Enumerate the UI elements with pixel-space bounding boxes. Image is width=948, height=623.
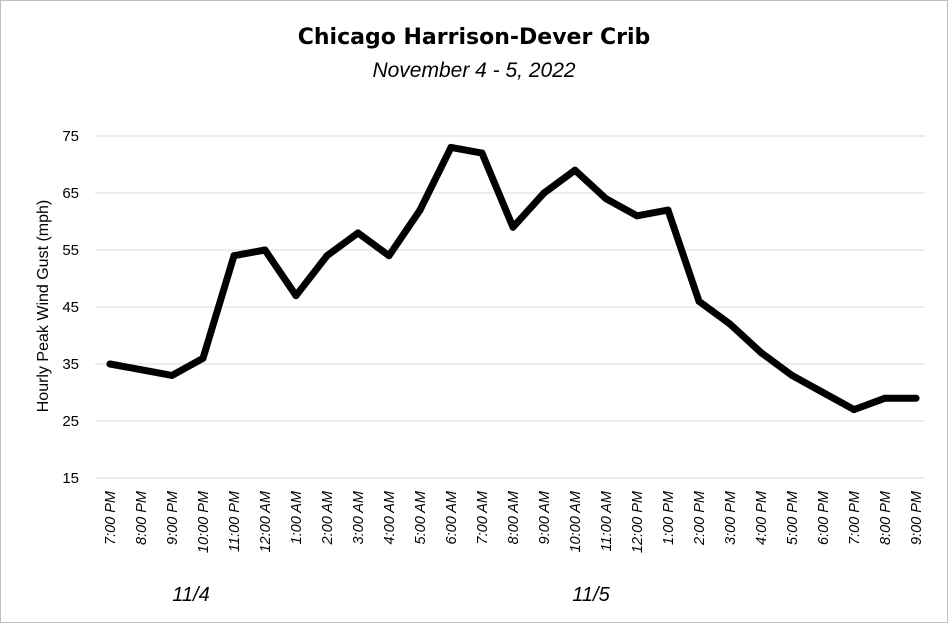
data-point	[540, 189, 548, 197]
x-tick-label: 5:00 PM	[785, 490, 801, 545]
data-point	[695, 297, 703, 305]
x-tick-label: 9:00 PM	[165, 490, 181, 545]
y-tick-label: 45	[62, 299, 79, 316]
data-point	[602, 195, 610, 203]
data-point	[416, 206, 424, 214]
y-tick-label: 25	[62, 413, 79, 430]
data-point	[292, 292, 300, 300]
data-point	[168, 371, 176, 379]
data-point	[633, 212, 641, 220]
series-group	[106, 143, 920, 414]
date-label: 11/4	[172, 584, 209, 606]
data-point	[819, 389, 827, 396]
data-point	[788, 371, 796, 379]
x-tick-label: 9:00 AM	[537, 490, 553, 544]
data-point	[354, 229, 362, 237]
x-tick-label: 8:00 AM	[506, 490, 522, 544]
x-tick-label: 6:00 AM	[444, 490, 460, 544]
x-tick-label: 1:00 AM	[289, 490, 305, 544]
x-tick-label: 12:00 AM	[258, 490, 274, 552]
x-tick-label: 7:00 AM	[475, 490, 491, 544]
y-tick-label: 65	[62, 185, 79, 202]
x-tick-label: 10:00 PM	[196, 490, 212, 553]
x-tick-label: 12:00 PM	[630, 490, 646, 553]
data-point	[881, 394, 889, 402]
data-point	[478, 149, 486, 157]
x-tick-label: 7:00 PM	[847, 490, 863, 545]
data-point	[447, 143, 455, 151]
x-tick-label: 5:00 AM	[413, 490, 429, 544]
x-tick-label: 11:00 PM	[227, 490, 243, 552]
gridlines	[95, 135, 925, 479]
date-labels: 11/4 11/5	[172, 584, 610, 606]
x-tick-labels: 7:00 PM 8:00 PM 9:00 PM 10:00 PM 11:00 PM 12:…	[103, 490, 925, 553]
chart-title: Chicago Harrison-Dever Crib	[298, 25, 651, 50]
data-point	[850, 406, 858, 414]
data-point	[509, 223, 517, 231]
chart-subtitle: November 4 - 5, 2022	[372, 59, 575, 82]
x-tick-label: 10:00 AM	[568, 490, 584, 552]
data-point	[261, 246, 269, 254]
data-point	[199, 354, 207, 362]
date-label: 11/5	[572, 584, 610, 606]
x-tick-label: 6:00 PM	[816, 490, 832, 545]
y-tick-label: 75	[62, 128, 79, 145]
x-tick-label: 7:00 PM	[103, 490, 119, 545]
x-tick-label: 8:00 PM	[134, 490, 150, 545]
x-tick-label: 11:00 AM	[599, 490, 615, 551]
x-tick-label: 3:00 PM	[723, 490, 739, 545]
y-tick-labels: 75 65 55 45 35 25 15	[62, 128, 79, 487]
wind-gust-line	[106, 143, 920, 414]
data-point	[571, 166, 579, 174]
x-tick-label: 8:00 PM	[878, 490, 894, 545]
data-point	[385, 252, 393, 260]
y-tick-label: 15	[62, 470, 79, 487]
x-tick-label: 1:00 PM	[661, 490, 677, 545]
data-point	[137, 366, 145, 374]
data-point	[106, 360, 114, 368]
data-point	[664, 206, 672, 214]
data-point	[912, 394, 920, 402]
y-tick-label: 35	[62, 356, 79, 373]
data-point	[323, 252, 331, 260]
data-point	[757, 349, 765, 357]
x-tick-label: 2:00 AM	[320, 490, 336, 545]
x-tick-label: 2:00 PM	[692, 490, 708, 546]
x-tick-label: 4:00 PM	[754, 490, 770, 545]
x-tick-label: 4:00 AM	[382, 490, 398, 544]
x-tick-label: 9:00 PM	[909, 490, 925, 545]
data-point	[726, 320, 734, 328]
y-axis-label: Hourly Peak Wind Gust (mph)	[35, 200, 52, 413]
data-point	[230, 252, 238, 260]
x-tick-label: 3:00 AM	[351, 490, 367, 544]
y-tick-label: 55	[62, 242, 79, 259]
